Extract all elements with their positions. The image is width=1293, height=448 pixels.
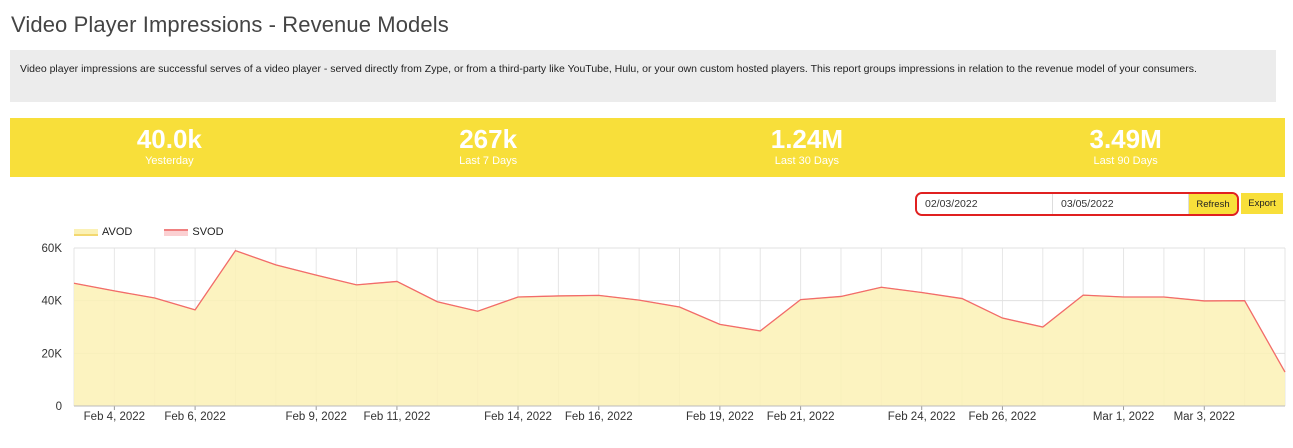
stat-last-7-days: 267k Last 7 Days bbox=[329, 118, 648, 177]
x-tick-label: Feb 16, 2022 bbox=[565, 411, 633, 423]
x-tick-label: Feb 21, 2022 bbox=[767, 411, 835, 423]
y-tick-label: 40K bbox=[42, 296, 63, 308]
page-title: Video Player Impressions - Revenue Model… bbox=[11, 12, 449, 37]
report-description: Video player impressions are successful … bbox=[10, 50, 1276, 102]
x-tick-label: Feb 19, 2022 bbox=[686, 411, 754, 423]
stat-last-30-days: 1.24M Last 30 Days bbox=[648, 118, 967, 177]
stat-value: 267k bbox=[459, 124, 518, 154]
x-tick-label: Feb 11, 2022 bbox=[363, 411, 430, 423]
x-tick-label: Feb 24, 2022 bbox=[888, 411, 956, 423]
chart-axes: 0 20K 40K 60K Feb 4, 2022 Feb 6, 2022 Feb 9, 2… bbox=[42, 243, 1285, 423]
y-tick-label: 0 bbox=[56, 401, 62, 413]
legend-label-svod: SVOD bbox=[192, 226, 224, 238]
stat-value: 3.49M bbox=[1089, 124, 1162, 154]
stat-label: Last 90 Days bbox=[1093, 155, 1158, 167]
chart-series bbox=[73, 249, 1286, 406]
stat-last-90-days: 3.49M Last 90 Days bbox=[966, 118, 1285, 177]
stat-value: 1.24M bbox=[770, 124, 843, 154]
legend-label-avod: AVOD bbox=[102, 226, 133, 238]
legend-item-svod[interactable]: SVOD bbox=[164, 226, 224, 238]
date-range-picker: Refresh bbox=[915, 192, 1239, 216]
impressions-area-chart: 0 20K 40K 60K Feb 4, 2022 Feb 6, 2022 Feb 9, 2… bbox=[42, 243, 1286, 423]
legend-item-avod[interactable]: AVOD bbox=[74, 226, 132, 238]
avod-area bbox=[74, 250, 1285, 406]
x-tick-label: Mar 1, 2022 bbox=[1093, 411, 1154, 423]
x-tick-label: Feb 26, 2022 bbox=[969, 411, 1037, 423]
y-tick-label: 60K bbox=[42, 243, 63, 255]
x-tick-label: Feb 4, 2022 bbox=[84, 411, 145, 423]
y-tick-label: 20K bbox=[42, 348, 63, 360]
stat-yesterday: 40.0k Yesterday bbox=[10, 118, 329, 177]
x-tick-label: Feb 14, 2022 bbox=[484, 411, 552, 423]
legend-swatch-svod bbox=[164, 228, 189, 236]
end-date-input[interactable] bbox=[1053, 194, 1189, 214]
x-tick-label: Feb 6, 2022 bbox=[164, 411, 225, 423]
stat-label: Last 7 Days bbox=[459, 155, 518, 167]
x-tick-label: Mar 3, 2022 bbox=[1174, 411, 1235, 423]
stat-label: Last 30 Days bbox=[774, 155, 839, 167]
refresh-button[interactable]: Refresh bbox=[1189, 194, 1237, 214]
svod-line bbox=[73, 249, 1286, 373]
chart-legend: AVOD SVOD bbox=[74, 226, 224, 238]
x-tick-label: Feb 9, 2022 bbox=[286, 411, 347, 423]
start-date-input[interactable] bbox=[917, 194, 1053, 214]
legend-swatch-avod bbox=[74, 228, 98, 236]
export-button[interactable]: Export bbox=[1241, 193, 1283, 214]
stat-label: Yesterday bbox=[145, 155, 194, 167]
stats-bar: 40.0k Yesterday 267k Last 7 Days 1.24M L… bbox=[10, 118, 1285, 177]
stat-value: 40.0k bbox=[136, 124, 202, 154]
